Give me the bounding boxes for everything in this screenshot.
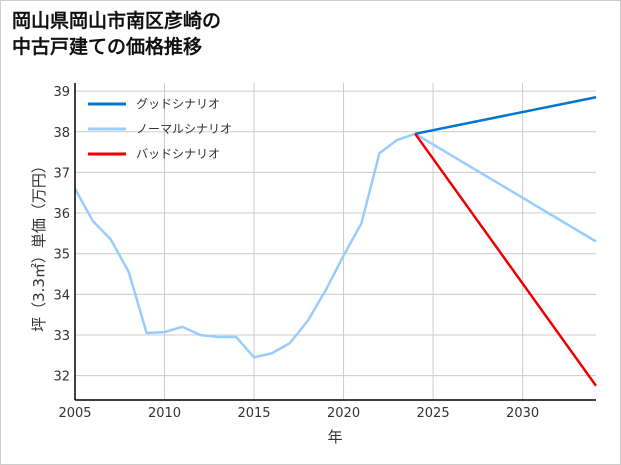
series-line [414, 95, 597, 136]
chart-title: 岡山県岡山市南区彦崎の 中古戸建ての価格推移 [12, 8, 221, 60]
series-line [73, 132, 416, 359]
legend-label: バッドシナリオ [136, 147, 220, 161]
y-tick-label: 39 [53, 85, 70, 100]
x-tick-label: 2015 [237, 406, 270, 421]
title-line-1: 岡山県岡山市南区彦崎の [12, 10, 222, 32]
legend-label: グッドシナリオ [136, 97, 220, 111]
y-tick-label: 34 [53, 288, 70, 303]
y-tick-label: 37 [53, 166, 70, 181]
series-line [414, 133, 598, 387]
title-line-2: 中古戸建ての価格推移 [12, 36, 203, 58]
y-tick-label: 36 [53, 207, 70, 222]
x-tick-label: 2025 [417, 406, 450, 421]
series-line [414, 132, 597, 243]
x-axis-label: 年 [327, 428, 342, 446]
x-tick-label: 2020 [327, 406, 360, 421]
x-tick-label: 2005 [58, 406, 91, 421]
legend-label: ノーマルシナリオ [136, 122, 232, 136]
y-tick-label: 38 [53, 126, 70, 141]
y-tick-label: 35 [53, 248, 70, 263]
y-axis-label: 坪（3.3㎡）単価（万円） [30, 158, 48, 332]
x-tick-label: 2030 [506, 406, 539, 421]
x-tick-label: 2010 [148, 406, 181, 421]
y-tick-label: 32 [53, 370, 70, 385]
y-tick-label: 33 [53, 329, 70, 344]
